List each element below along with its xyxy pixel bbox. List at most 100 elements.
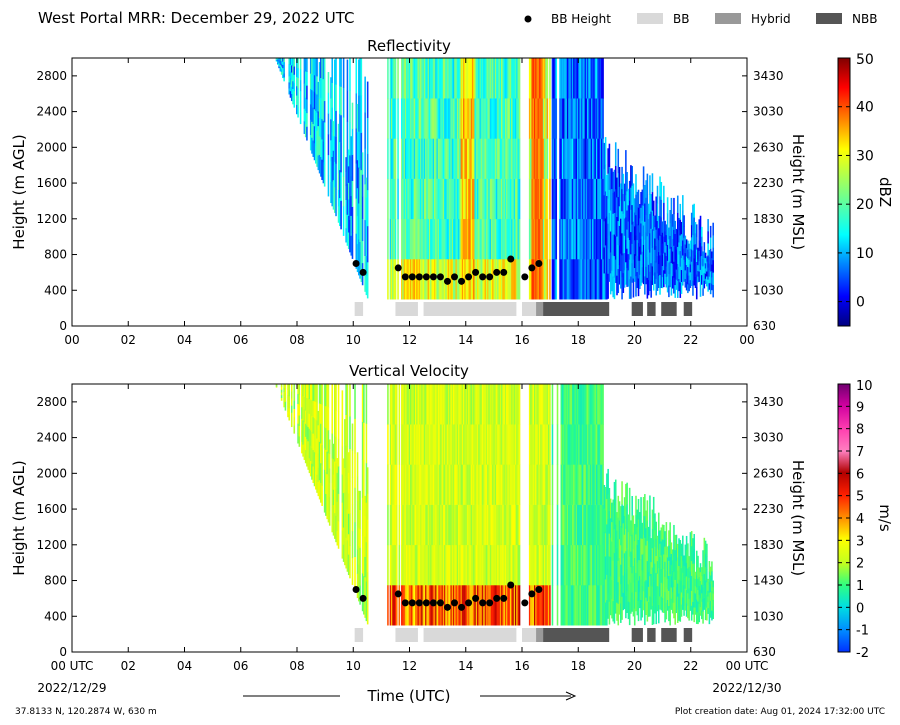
radar-cell bbox=[499, 218, 502, 260]
radar-cell bbox=[678, 242, 680, 255]
radar-cell bbox=[454, 178, 456, 220]
radar-cell bbox=[608, 212, 611, 236]
radar-cell bbox=[402, 138, 404, 179]
radar-cell bbox=[313, 58, 316, 76]
radar-cell bbox=[283, 58, 285, 63]
radar-cell bbox=[409, 138, 412, 179]
radar-cell bbox=[621, 233, 623, 256]
radar-cell bbox=[702, 611, 704, 624]
radar-cell bbox=[503, 544, 506, 586]
radar-cell bbox=[533, 585, 536, 626]
radar-cell bbox=[617, 244, 620, 270]
radar-cell bbox=[447, 98, 450, 139]
radar-cell bbox=[501, 424, 503, 465]
radar-cell bbox=[293, 82, 296, 92]
radar-cell bbox=[325, 471, 327, 494]
radar-cell bbox=[488, 424, 490, 465]
radar-cell bbox=[411, 58, 413, 99]
radar-cell bbox=[484, 424, 487, 465]
radar-cell bbox=[584, 464, 587, 505]
radar-cell bbox=[665, 554, 668, 571]
radar-cell bbox=[471, 424, 474, 465]
colorbar-tick-label: 8 bbox=[856, 423, 864, 438]
radar-cell bbox=[499, 259, 502, 300]
radar-cell bbox=[358, 490, 360, 510]
radar-cell bbox=[425, 544, 427, 586]
radar-cell bbox=[650, 211, 652, 229]
radar-cell bbox=[465, 544, 468, 586]
radar-cell bbox=[599, 58, 602, 99]
radar-cell bbox=[595, 464, 598, 505]
radar-cell bbox=[660, 252, 663, 271]
radar-cell bbox=[579, 384, 582, 425]
radar-cell bbox=[502, 544, 504, 586]
radar-cell bbox=[570, 58, 573, 99]
radar-cell bbox=[414, 58, 417, 99]
radar-cell bbox=[427, 98, 430, 139]
radar-cell bbox=[433, 58, 436, 99]
bb-type-segment bbox=[536, 302, 544, 316]
radar-cell bbox=[431, 384, 434, 425]
radar-cell bbox=[420, 138, 422, 179]
radar-cell bbox=[673, 245, 675, 262]
radar-cell bbox=[487, 218, 489, 260]
radar-cell bbox=[363, 537, 365, 577]
radar-cell bbox=[346, 446, 349, 479]
radar-cell bbox=[582, 138, 584, 179]
radar-cell bbox=[312, 416, 315, 434]
radar-cell bbox=[331, 82, 334, 108]
radar-cell bbox=[561, 384, 564, 425]
radar-cell bbox=[555, 98, 558, 139]
radar-cell bbox=[698, 585, 701, 596]
radar-cell bbox=[701, 255, 703, 266]
radar-cell bbox=[683, 248, 685, 260]
radar-cell bbox=[627, 221, 630, 238]
radar-cell bbox=[471, 178, 474, 220]
radar-cell bbox=[706, 256, 708, 262]
radar-cell bbox=[536, 504, 539, 546]
radar-cell bbox=[321, 58, 323, 79]
radar-cell bbox=[466, 98, 469, 139]
radar-cell bbox=[359, 528, 361, 548]
radar-cell bbox=[312, 140, 315, 157]
radar-cell bbox=[660, 541, 663, 556]
radar-cell bbox=[489, 384, 492, 425]
radar-cell bbox=[637, 260, 640, 279]
radar-cell bbox=[683, 259, 685, 271]
radar-cell bbox=[408, 424, 411, 465]
radar-cell bbox=[290, 58, 293, 66]
radar-cell bbox=[465, 178, 468, 220]
radar-cell bbox=[493, 464, 496, 505]
radar-cell bbox=[701, 246, 703, 256]
radar-cell bbox=[576, 58, 579, 99]
radar-cell bbox=[708, 263, 711, 271]
radar-cell bbox=[632, 515, 635, 533]
velocity-plot-area bbox=[275, 384, 714, 642]
radar-cell bbox=[668, 227, 670, 240]
radar-cell bbox=[639, 260, 641, 275]
radar-cell bbox=[327, 72, 330, 93]
radar-cell bbox=[687, 543, 689, 557]
radar-cell bbox=[561, 178, 564, 220]
radar-cell bbox=[688, 566, 690, 578]
radar-cell bbox=[436, 98, 439, 139]
radar-cell bbox=[292, 96, 294, 105]
radar-cell bbox=[288, 414, 290, 421]
radar-cell bbox=[422, 138, 425, 179]
radar-cell bbox=[420, 98, 422, 139]
radar-cell bbox=[454, 544, 456, 586]
radar-cell bbox=[708, 269, 711, 277]
radar-cell bbox=[503, 585, 506, 626]
radar-cell bbox=[574, 424, 577, 465]
radar-cell bbox=[436, 464, 439, 505]
radar-cell bbox=[408, 384, 411, 425]
radar-cell bbox=[584, 585, 587, 626]
radar-cell bbox=[506, 384, 508, 425]
radar-cell bbox=[564, 544, 566, 586]
radar-cell bbox=[579, 218, 582, 260]
radar-cell bbox=[545, 259, 547, 300]
radar-cell bbox=[588, 504, 590, 546]
radar-cell bbox=[497, 585, 499, 626]
radar-cell bbox=[390, 585, 393, 626]
radar-cell bbox=[392, 218, 394, 260]
